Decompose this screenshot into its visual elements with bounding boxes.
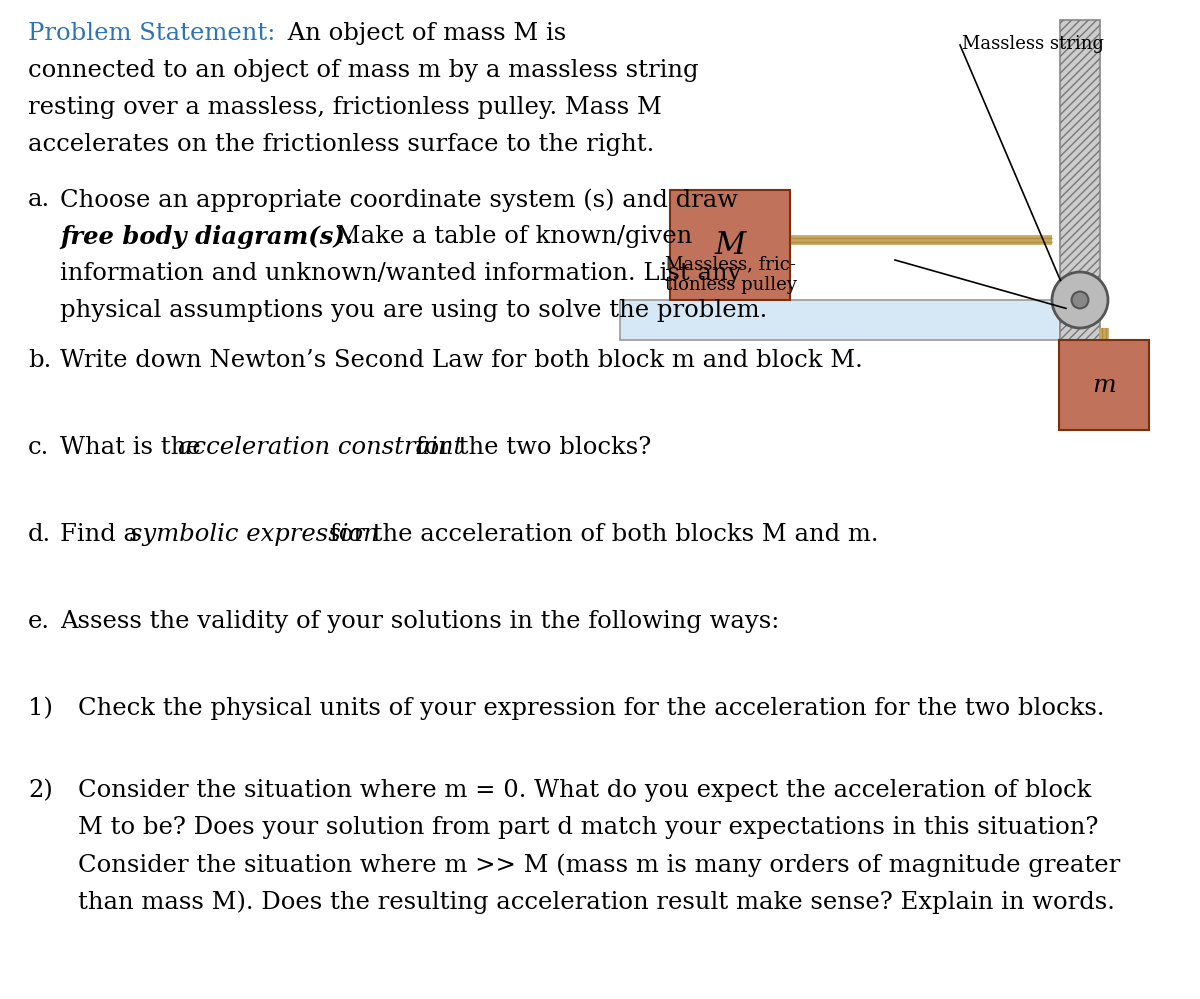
Text: e.: e. (28, 610, 50, 633)
Text: symbolic expression: symbolic expression (130, 523, 379, 546)
Text: d.: d. (28, 523, 52, 546)
Text: What is the: What is the (60, 436, 209, 459)
Text: Find a: Find a (60, 523, 145, 546)
Text: Massless string: Massless string (962, 35, 1104, 53)
Text: acceleration constraint: acceleration constraint (178, 436, 463, 459)
Text: accelerates on the frictionless surface to the right.: accelerates on the frictionless surface … (28, 133, 654, 156)
Bar (1060, 20, 1100, 340)
Text: for the acceleration of both blocks M and m.: for the acceleration of both blocks M an… (322, 523, 878, 546)
Bar (1058, 340, 1148, 430)
Text: M: M (714, 230, 745, 261)
Text: a.: a. (28, 188, 50, 211)
Bar (670, 190, 790, 300)
Text: for the two blocks?: for the two blocks? (408, 436, 652, 459)
Text: than mass M). Does the resulting acceleration result make sense? Explain in word: than mass M). Does the resulting acceler… (78, 890, 1115, 913)
Text: Check the physical units of your expression for the acceleration for the two blo: Check the physical units of your express… (78, 697, 1104, 720)
Bar (620, 300, 1060, 340)
Circle shape (1052, 272, 1108, 328)
Text: physical assumptions you are using to solve the problem.: physical assumptions you are using to so… (60, 299, 767, 322)
Text: Choose an appropriate coordinate system (s) and draw: Choose an appropriate coordinate system … (60, 188, 738, 212)
Text: Write down Newton’s Second Law for both block m and block M.: Write down Newton’s Second Law for both … (60, 349, 863, 372)
Text: M to be? Does your solution from part d match your expectations in this situatio: M to be? Does your solution from part d … (78, 816, 1098, 839)
Text: m: m (1092, 374, 1116, 397)
Text: Problem Statement:: Problem Statement: (28, 22, 275, 45)
Text: c.: c. (28, 436, 49, 459)
Text: free body diagram(s).: free body diagram(s). (60, 225, 353, 249)
Circle shape (1072, 292, 1088, 309)
Text: resting over a massless, frictionless pulley. Mass M: resting over a massless, frictionless pu… (28, 96, 662, 119)
Text: An object of mass M is: An object of mass M is (280, 22, 566, 45)
Text: Massless, fric-
tionless pulley: Massless, fric- tionless pulley (665, 255, 797, 294)
Text: Consider the situation where m = 0. What do you expect the acceleration of block: Consider the situation where m = 0. What… (78, 779, 1091, 802)
Text: connected to an object of mass m by a massless string: connected to an object of mass m by a ma… (28, 59, 698, 82)
Text: b.: b. (28, 349, 52, 372)
Text: information and unknown/wanted information. List any: information and unknown/wanted informati… (60, 262, 742, 285)
Text: Consider the situation where m >> M (mass m is many orders of magnitude greater: Consider the situation where m >> M (mas… (78, 853, 1121, 876)
Text: Assess the validity of your solutions in the following ways:: Assess the validity of your solutions in… (60, 610, 779, 633)
Text: 1): 1) (28, 697, 53, 720)
Bar (1060, 20, 1100, 340)
Text: Make a table of known/given: Make a table of known/given (328, 225, 692, 248)
Text: 2): 2) (28, 779, 53, 802)
